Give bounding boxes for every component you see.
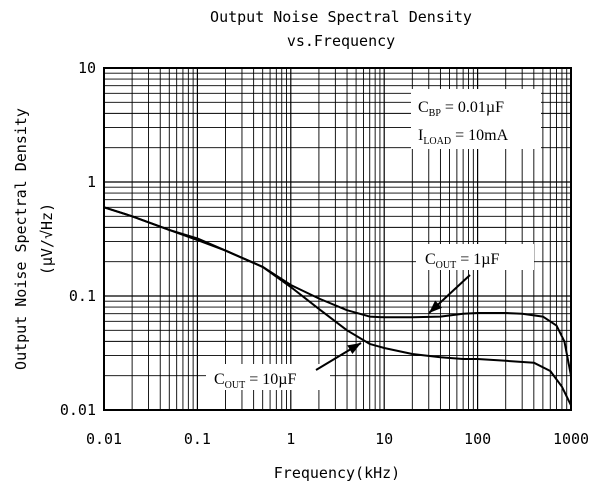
y-tick-label: 0.1 [69, 287, 96, 305]
x-tick-label: 0.01 [86, 430, 122, 448]
x-tick-label: 1000 [553, 430, 589, 448]
conditions-box [411, 89, 541, 149]
series-label-cout-10uf: COUT = 10µF [214, 371, 296, 391]
condition-cbp: CBP = 0.01µF [418, 99, 504, 119]
condition-iload: ILOAD = 10mA [418, 127, 509, 147]
x-tick-label: 100 [464, 430, 491, 448]
x-tick-label: 0.1 [184, 430, 211, 448]
x-tick-label: 1 [286, 430, 295, 448]
y-tick-labels: 0.01 0.1 1 10 [60, 59, 96, 419]
series-line-cout-1uf [103, 206, 572, 376]
y-axis-label-line-1: Output Noise Spectral Density [12, 108, 30, 370]
label-bg-cout-10uf [206, 364, 330, 390]
y-tick-label: 10 [78, 59, 96, 77]
chart-title: Output Noise Spectral Density vs.Frequen… [210, 8, 472, 50]
y-tick-label: 1 [87, 173, 96, 191]
series-label-cout-1uf: COUT = 1µF [425, 251, 499, 271]
label-bg-cout-1uf [416, 244, 534, 270]
arrow-cout-10uf [315, 342, 362, 371]
annotations: CBP = 0.01µF ILOAD = 10mA COUT = 1µF COUT =… [206, 89, 541, 391]
x-tick-label: 10 [375, 430, 393, 448]
y-axis-label-line-2: (µV/√Hz) [38, 203, 56, 275]
chart-title-line-2: vs.Frequency [287, 32, 395, 50]
series-line-cout-10uf [103, 206, 572, 406]
x-axis-label: Frequency(kHz) [274, 464, 400, 482]
chart-title-line-1: Output Noise Spectral Density [210, 8, 472, 26]
grid [104, 68, 571, 410]
y-tick-label: 0.01 [60, 401, 96, 419]
arrow-cout-1uf [428, 274, 471, 314]
plot-frame [103, 67, 572, 411]
x-tick-labels: 0.01 0.1 1 10 100 1000 [86, 430, 589, 448]
series-group [103, 206, 572, 406]
